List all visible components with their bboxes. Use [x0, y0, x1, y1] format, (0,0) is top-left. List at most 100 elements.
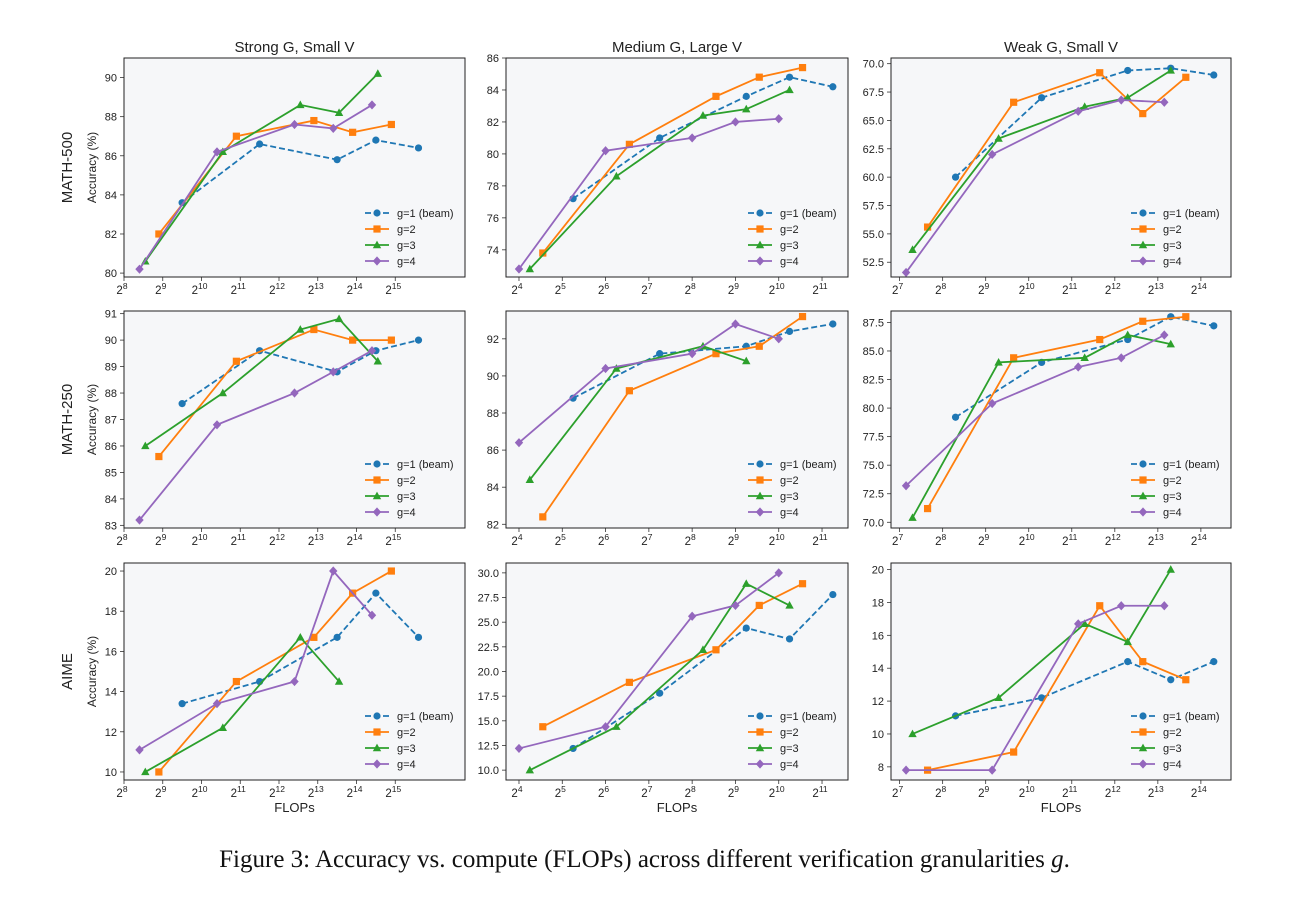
legend-marker — [755, 759, 765, 769]
data-point — [785, 73, 794, 81]
data-point — [951, 413, 960, 421]
y-tick-label: 85.0 — [863, 346, 884, 358]
legend-label: g=2 — [1163, 224, 1182, 236]
data-point — [1080, 619, 1089, 628]
data-point — [1210, 322, 1218, 330]
x-tick-label: 29 — [728, 281, 739, 297]
legend-label: g=1 (beam) — [397, 459, 454, 471]
data-point — [135, 264, 144, 274]
x-tick-label: 27 — [641, 281, 652, 297]
x-tick-label: 28 — [935, 532, 946, 548]
y-tick-label: 14 — [105, 687, 117, 699]
subplot-r2-c1: 28 29 210 211 212 213 214 215 83 84 85 86 87 88 89 90 91… — [85, 309, 466, 548]
y-tick-label: 16 — [105, 646, 117, 658]
caption-tail: . — [1063, 846, 1070, 873]
data-point — [334, 108, 344, 116]
x-tick-label: 24 — [511, 532, 522, 548]
data-point — [525, 475, 535, 483]
legend-label: g=1 (beam) — [1163, 711, 1220, 723]
data-point — [742, 104, 751, 113]
data-point — [798, 580, 807, 588]
column-title-3: Weak G, Small V — [1004, 39, 1118, 56]
legend: g=1 (beam) g=2 g=3 g=4 — [1131, 711, 1220, 771]
x-tick-label: 213 — [308, 532, 324, 548]
x-tick-label: 29 — [978, 784, 989, 800]
data-point — [514, 438, 524, 448]
data-point — [1124, 66, 1132, 75]
legend-marker — [373, 712, 381, 720]
column-title-2: Medium G, Large V — [612, 39, 742, 56]
x-tick-label: 29 — [155, 532, 166, 548]
data-point — [539, 249, 547, 257]
data-point — [232, 677, 240, 686]
y-axis-label: Accuracy (%) — [85, 636, 99, 707]
data-point — [1166, 339, 1175, 348]
plot-frame — [890, 310, 1232, 529]
y-tick-label: 90 — [105, 335, 117, 347]
plot-frame — [505, 57, 849, 278]
data-point — [334, 677, 344, 685]
caption-variable: g — [1051, 846, 1064, 873]
y-tick-label: 20.0 — [478, 667, 499, 679]
data-point — [1074, 106, 1083, 116]
plot-frame — [123, 310, 466, 529]
legend-marker — [756, 728, 764, 736]
legend-label: g=2 — [397, 727, 416, 739]
subplot-r2-c2: 24 25 26 27 28 29 210 211 82 84 86 88 90 92 g=1 (beam)… — [487, 310, 849, 548]
data-point — [1038, 94, 1046, 102]
data-point — [742, 356, 751, 365]
y-tick-label: 70.0 — [863, 59, 884, 71]
y-tick-label: 72.5 — [863, 489, 884, 501]
data-point — [1117, 601, 1126, 611]
y-tick-label: 15.0 — [478, 716, 499, 728]
data-point — [994, 357, 1003, 366]
row-title-math-250: MATH-250 — [59, 384, 76, 455]
x-tick-label: 213 — [1148, 784, 1164, 800]
data-point — [367, 100, 377, 110]
y-tick-label: 83 — [105, 520, 117, 532]
data-point — [901, 267, 911, 278]
legend: g=1 (beam) g=2 g=3 g=4 — [365, 459, 454, 519]
x-tick-label: 210 — [769, 281, 785, 297]
x-tick-label: 214 — [1191, 281, 1207, 297]
data-point — [414, 633, 423, 641]
x-tick-label: 212 — [1105, 532, 1121, 548]
subplot-r1-c1: 28 29 210 211 212 213 214 215 80 82 84 86 88 90 Accura… — [85, 57, 466, 297]
data-point — [1010, 354, 1018, 362]
x-tick-label: 28 — [116, 532, 127, 548]
y-tick-label: 55.0 — [863, 229, 884, 241]
legend-label: g=4 — [397, 256, 416, 268]
y-tick-label: 85 — [105, 467, 117, 479]
legend-marker — [1138, 256, 1148, 266]
data-point — [1166, 565, 1175, 573]
x-tick-label: 26 — [598, 532, 609, 548]
data-point — [296, 632, 305, 641]
legend-label: g=2 — [780, 727, 799, 739]
legend-label: g=1 (beam) — [1163, 208, 1220, 220]
y-tick-label: 87 — [105, 415, 117, 427]
legend-label: g=2 — [1163, 727, 1182, 739]
data-point — [1123, 637, 1132, 646]
plot-frame — [505, 562, 849, 781]
data-point — [525, 765, 535, 774]
data-point — [656, 689, 664, 697]
data-point — [387, 567, 395, 575]
data-point — [539, 513, 547, 521]
legend-label: g=4 — [1163, 759, 1182, 771]
plot-frame — [123, 562, 466, 781]
y-tick-label: 86 — [487, 53, 499, 65]
y-tick-label: 12.5 — [478, 740, 499, 752]
data-point — [1123, 330, 1132, 339]
x-tick-label: 28 — [685, 784, 696, 800]
y-tick-label: 82.5 — [863, 375, 884, 387]
x-tick-label: 211 — [812, 784, 828, 800]
y-tick-label: 62.5 — [863, 144, 884, 156]
data-point — [290, 676, 299, 687]
legend-marker — [1138, 759, 1148, 769]
y-tick-label: 16 — [872, 630, 884, 642]
data-point — [1117, 95, 1126, 105]
data-point — [1139, 110, 1147, 118]
data-point — [774, 568, 783, 578]
legend-label: g=1 (beam) — [1163, 459, 1220, 471]
data-point — [1010, 748, 1018, 756]
